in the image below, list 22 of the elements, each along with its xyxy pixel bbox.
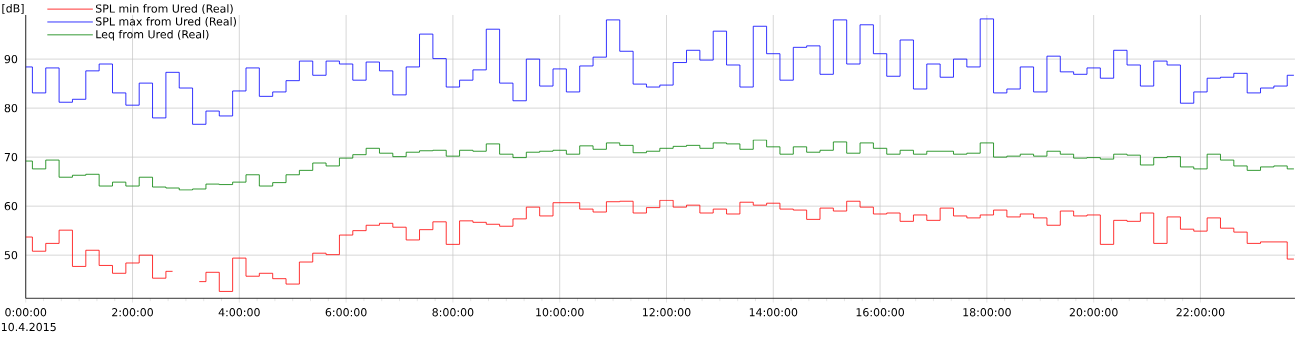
x-tick-label: 0:00:00	[5, 308, 47, 317]
x-tick-label: 22:00:00	[1176, 308, 1225, 317]
y-tick-label: 90	[4, 54, 18, 64]
text: 10.4.2015	[1, 322, 56, 332]
y-axis-title: [dB]	[2, 3, 24, 14]
x-tick-label: 8:00:00	[432, 308, 474, 317]
y-tick-label: 50	[4, 251, 18, 260]
x-tick-label: 16:00:00	[856, 308, 905, 317]
x-tick-label: 12:00:00	[642, 308, 691, 317]
legend-label: SPL max from Ured (Real)	[95, 17, 236, 27]
x-tick-label: 6:00:00	[325, 308, 367, 317]
legend-label: SPL min from Ured (Real)	[95, 4, 233, 14]
x-tick-label: 18:00:00	[963, 308, 1011, 317]
x-tick-label: 20:00:00	[1069, 308, 1118, 317]
legend-label: Leq from Ured (Real)	[96, 29, 209, 41]
x-tick-label: 2:00:00	[112, 308, 153, 317]
x-tick-label: 14:00:00	[749, 308, 798, 317]
y-tick-label: 60	[4, 201, 18, 211]
x-tick-label: 4:00:00	[218, 308, 260, 317]
x-tick-label: 10:00:00	[536, 308, 584, 317]
y-tick-label: 70	[4, 152, 18, 162]
y-tick-label: 80	[4, 103, 18, 113]
